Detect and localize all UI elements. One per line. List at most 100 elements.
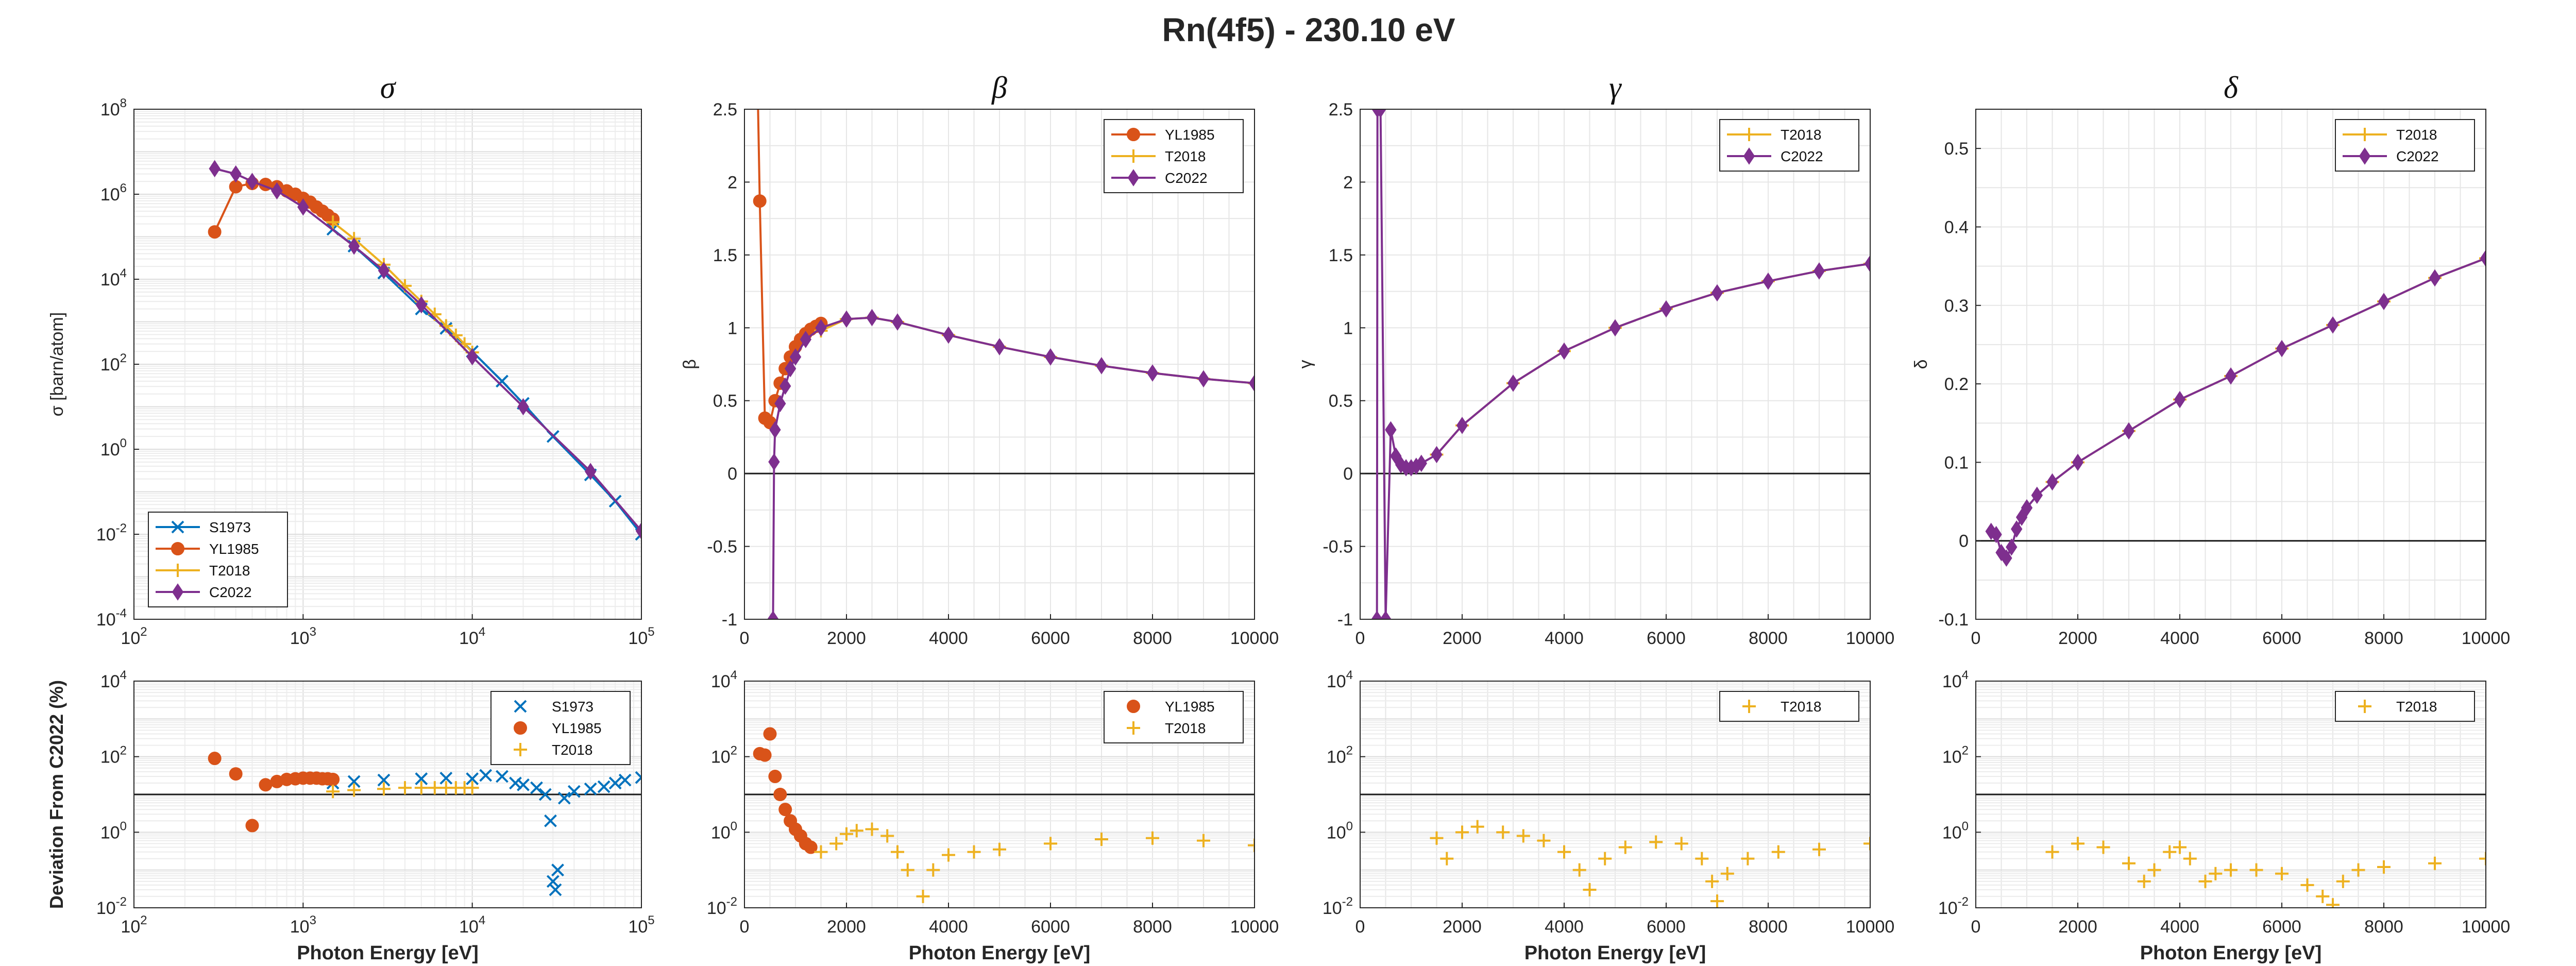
data-point — [1618, 840, 1632, 854]
legend-marker — [514, 700, 527, 713]
data-point — [1375, 109, 1386, 118]
data-point — [993, 842, 1006, 856]
data-point — [1771, 845, 1785, 859]
data-point — [800, 331, 812, 348]
data-point — [1390, 447, 1402, 465]
y-tick-label: 2 — [1343, 173, 1353, 192]
data-point — [774, 395, 786, 413]
data-point — [496, 770, 509, 783]
data-point — [778, 803, 792, 817]
series-T2018 — [2045, 837, 2486, 908]
data-point — [2351, 863, 2365, 877]
data-point — [414, 781, 428, 795]
data-point — [993, 338, 1006, 355]
data-point — [546, 875, 560, 888]
legend-item-YL1985: YL1985 — [514, 720, 602, 736]
data-point — [1695, 852, 1709, 866]
chart-dev_beta: 0 2000 4000 6000 8000 10000 10-2 100 102 104 Photo… — [707, 668, 1279, 964]
x-tick-label: 104 — [459, 625, 485, 648]
x-tick-label: 10000 — [1230, 629, 1279, 648]
legend-item-C2022: C2022 — [156, 583, 252, 601]
chart-delta: 0 2000 4000 6000 8000 10000-0.100.10.20.30.40… — [1911, 71, 2510, 648]
data-point — [326, 772, 340, 786]
chart-gamma: 0 2000 4000 6000 8000 10000 -1 -0.5 0 0.5 1 1.5 2 2.5… — [1296, 71, 1894, 648]
data-point — [1583, 883, 1597, 897]
data-point — [2316, 889, 2330, 903]
y-tick-label: 100 — [711, 819, 737, 842]
y-axis-label: δ — [1911, 360, 1931, 369]
data-point — [297, 198, 309, 216]
data-point — [1197, 834, 1210, 848]
data-point — [2326, 898, 2340, 908]
data-point — [2300, 878, 2314, 892]
y-tick-label: 0.1 — [1944, 453, 1969, 472]
data-point — [880, 829, 894, 843]
data-point — [1710, 894, 1724, 908]
x-tick-label: 4000 — [929, 629, 968, 648]
data-point — [1674, 837, 1688, 851]
y-tick-label: -0.5 — [707, 537, 737, 557]
data-point — [517, 398, 529, 416]
y-tick-label: 0 — [1959, 532, 1969, 551]
data-point — [1095, 357, 1108, 375]
data-point — [377, 782, 391, 796]
data-point — [784, 360, 796, 378]
data-point — [1598, 852, 1612, 866]
data-point — [517, 778, 530, 791]
y-tick-label: 0.5 — [713, 392, 737, 411]
legend-label: T2018 — [209, 563, 250, 579]
data-point — [208, 225, 222, 239]
data-point — [2001, 549, 2012, 567]
legend-item-C2022: C2022 — [2343, 147, 2439, 165]
x-tick-label: 10000 — [2462, 917, 2511, 937]
data-point — [2198, 874, 2212, 888]
x-tick-label: 0 — [740, 917, 750, 937]
data-point — [2163, 845, 2177, 859]
data-point — [530, 781, 543, 794]
legend-label: T2018 — [1165, 720, 1206, 736]
data-point — [1557, 845, 1571, 859]
x-tick-label: 2000 — [2058, 917, 2097, 937]
legend-label: T2018 — [1781, 127, 1821, 143]
data-point — [2031, 486, 2043, 504]
data-point — [1720, 867, 1734, 880]
y-tick-label: 2 — [727, 173, 737, 192]
y-tick-label: 102 — [100, 351, 127, 375]
data-point — [767, 611, 779, 619]
data-point — [2122, 856, 2136, 870]
data-point — [635, 522, 641, 540]
x-tick-label: 8000 — [2364, 629, 2403, 648]
legend-item-YL1985: YL1985 — [156, 541, 259, 557]
x-tick-label: 103 — [290, 913, 316, 937]
data-point — [865, 822, 879, 836]
legend-item-T2018: T2018 — [1742, 699, 1821, 715]
legend-item-YL1985: YL1985 — [1127, 699, 1215, 715]
data-point — [2072, 453, 2084, 471]
x-axis-label: Photon Energy [eV] — [297, 942, 479, 964]
data-point — [916, 889, 930, 903]
chart-title: β — [991, 71, 1007, 105]
data-point — [942, 326, 955, 344]
y-tick-label: 100 — [100, 819, 127, 842]
y-tick-label: 104 — [1942, 668, 1969, 691]
data-point — [773, 788, 787, 801]
legend-marker — [1127, 149, 1140, 163]
y-tick-label: 108 — [100, 96, 127, 120]
legend-item-T2018: T2018 — [2358, 699, 2437, 715]
data-point — [2021, 499, 2033, 517]
data-point — [2275, 867, 2289, 880]
data-point — [768, 453, 780, 471]
data-point — [815, 319, 827, 337]
x-tick-label: 102 — [121, 625, 147, 648]
legend-item-T2018: T2018 — [1111, 148, 1206, 164]
legend-marker — [1742, 128, 1756, 141]
legend-marker — [171, 520, 184, 534]
legend-marker — [514, 743, 527, 756]
chart-title: γ — [1609, 71, 1622, 105]
data-point — [466, 772, 479, 785]
y-tick-label: 104 — [711, 668, 737, 691]
x-tick-label: 10000 — [1846, 629, 1895, 648]
y-tick-label: 1.5 — [713, 246, 737, 265]
y-tick-label: 0.3 — [1944, 296, 1969, 316]
